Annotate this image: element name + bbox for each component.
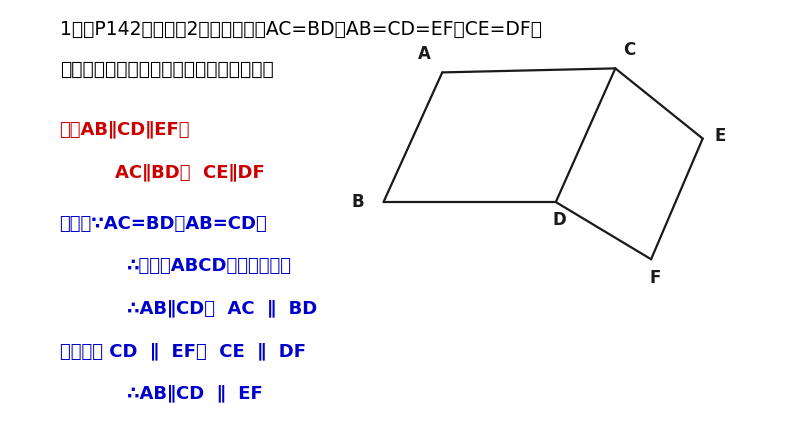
Text: ∴AB∥CD  ∥  EF: ∴AB∥CD ∥ EF (127, 384, 263, 402)
Text: D: D (553, 211, 567, 229)
Text: 解：AB∥CD∥EF，: 解：AB∥CD∥EF， (60, 121, 190, 139)
Text: A: A (418, 45, 431, 63)
Text: AC∥BD，  CE∥DF: AC∥BD， CE∥DF (115, 163, 265, 181)
Text: 1．（P142随堂练习2）如图所示，AC=BD，AB=CD=EF，CE=DF，: 1．（P142随堂练习2）如图所示，AC=BD，AB=CD=EF，CE=DF， (60, 20, 542, 39)
Text: E: E (715, 127, 726, 145)
Text: 理由：∵AC=BD，AB=CD，: 理由：∵AC=BD，AB=CD， (60, 215, 268, 232)
Text: 同理，得 CD  ∥  EF，  CE  ∥  DF: 同理，得 CD ∥ EF， CE ∥ DF (60, 342, 306, 360)
Text: F: F (649, 269, 661, 287)
Text: C: C (623, 41, 636, 59)
Text: ∴AB∥CD，  AC  ∥  BD: ∴AB∥CD， AC ∥ BD (127, 299, 318, 317)
Text: 图中有哪些互相平行的线段？请说明理由。: 图中有哪些互相平行的线段？请说明理由。 (60, 60, 273, 80)
Text: ∴四边形ABCD是平行四边形: ∴四边形ABCD是平行四边形 (127, 257, 292, 275)
Text: B: B (352, 193, 364, 211)
